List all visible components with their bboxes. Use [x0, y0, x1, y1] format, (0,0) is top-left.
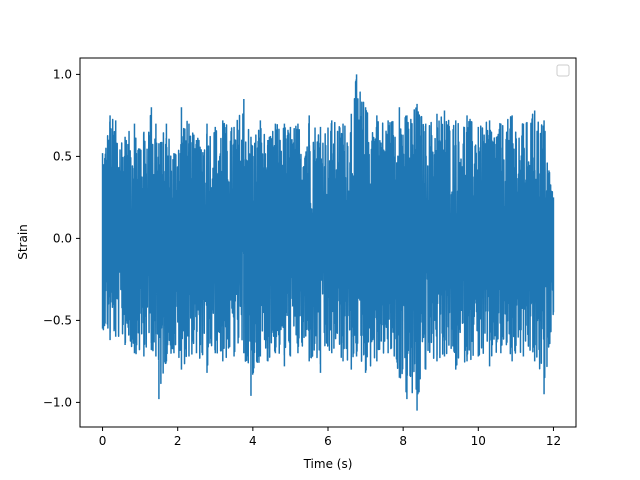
x-tick-label: 6 — [324, 434, 332, 448]
y-tick-label: 1.0 — [53, 67, 72, 81]
strain-series-line — [101, 74, 555, 411]
x-tick-label: 12 — [546, 434, 561, 448]
x-axis-label: Time (s) — [303, 457, 353, 471]
y-tick-label: 0.5 — [53, 149, 72, 163]
y-tick-label: −0.5 — [43, 313, 72, 327]
x-tick-label: 10 — [471, 434, 486, 448]
x-axis-ticks: 0 2 4 6 8 10 12 — [99, 427, 561, 448]
legend-box — [556, 64, 570, 77]
y-tick-label: −1.0 — [43, 395, 72, 409]
plot-area — [101, 74, 555, 411]
x-tick-label: 8 — [399, 434, 407, 448]
y-axis-label: Strain — [16, 224, 30, 260]
x-tick-label: 0 — [99, 434, 107, 448]
y-axis-ticks: −1.0 −0.5 0.0 0.5 1.0 — [43, 67, 80, 409]
y-tick-label: 0.0 — [53, 231, 72, 245]
x-tick-label: 4 — [249, 434, 257, 448]
x-tick-label: 2 — [174, 434, 182, 448]
